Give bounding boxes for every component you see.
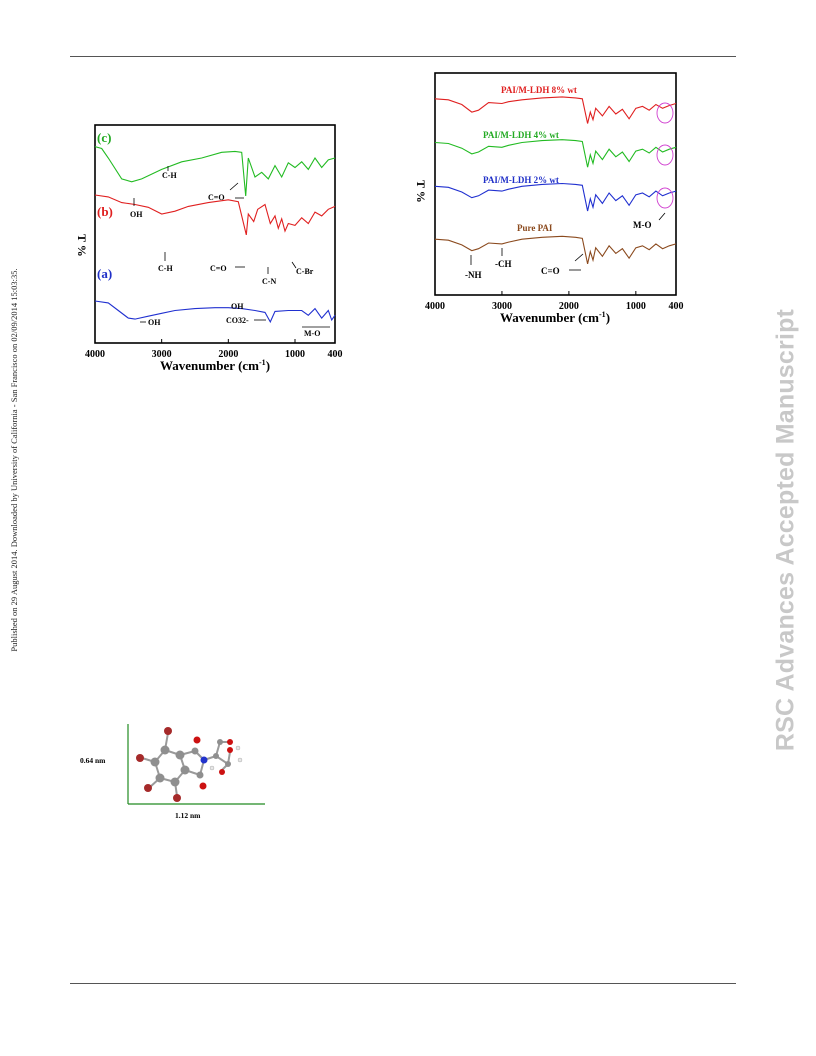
series-line-2 [94, 300, 336, 324]
series-label-4: PAI/M-LDH 4% wt [483, 130, 559, 140]
footer-rule [70, 983, 736, 984]
series-line-1 [434, 139, 677, 168]
molecule-figure: 0.64 nm 1.12 nm [80, 724, 265, 820]
atom-h [237, 757, 243, 763]
annot-co-c: C=O [208, 193, 225, 202]
annot-mo: M-O [633, 220, 652, 230]
annot-co3-a: CO32- [226, 316, 249, 325]
series-label-b: (b) [97, 204, 113, 219]
annot-oh-c: OH [130, 210, 143, 219]
annot-ch: -CH [495, 259, 512, 269]
series-label-pure: Pure PAI [517, 223, 553, 233]
atom-o [227, 747, 233, 753]
atom-h [235, 745, 241, 751]
y-axis-label: T % [415, 180, 428, 203]
atom-c [175, 750, 185, 760]
x-tick-label: 1000 [285, 349, 305, 360]
series-line-3 [434, 235, 677, 265]
series-label-c: (c) [97, 130, 111, 145]
atom-br [144, 784, 152, 792]
atom-o [227, 739, 233, 745]
x-tick-label: 1000 [626, 301, 646, 312]
y-axis-label: T % [78, 234, 89, 257]
series-label-8: PAI/M-LDH 8% wt [501, 85, 577, 95]
atom-o [219, 769, 225, 775]
series-line-0 [434, 96, 677, 124]
ftir-chart-right: 4000 3000 2000 1000 400 T % Wavenumber (cm-1… [415, 72, 684, 325]
atom-c [155, 773, 165, 783]
annot-mo-a: M-O [304, 329, 320, 338]
annot-oh-a-left: OH [148, 318, 161, 327]
series-line-2 [434, 182, 677, 212]
atom-c [196, 771, 204, 779]
annot-nh: -NH [465, 270, 482, 280]
x-tick-label: 400 [669, 301, 684, 312]
header-rule [70, 56, 736, 57]
mo-circle [656, 187, 674, 209]
series-line-0 [94, 146, 336, 197]
x-axis-label: Wavenumber (cm-1) [500, 310, 610, 325]
publication-note: Published on 29 August 2014. Downloaded … [9, 268, 19, 652]
atom-n [200, 756, 208, 764]
annot-co-b: C=O [210, 264, 227, 273]
molecule-height-label: 0.64 nm [80, 756, 106, 765]
annot-cbr-b: C-Br [296, 267, 314, 276]
series-line-1 [94, 194, 336, 236]
journal-watermark: RSC Advances Accepted Manuscript [771, 308, 800, 752]
atom-c [170, 777, 180, 787]
x-axis-label: Wavenumber (cm-1) [160, 358, 270, 373]
plot-frame [434, 72, 677, 296]
ftir-chart-left: 4000 3000 2000 1000 400 T % Wavenumber (cm-1… [78, 124, 343, 373]
atom-br [173, 794, 181, 802]
atom-c [191, 747, 199, 755]
atom-c [225, 761, 231, 767]
mo-circle [656, 144, 674, 166]
x-tick-label: 400 [328, 349, 343, 360]
x-tick-label: 2000 [559, 301, 579, 312]
series-label-a: (a) [97, 266, 112, 281]
annot-co: C=O [541, 266, 560, 276]
x-tick-label: 4000 [425, 301, 445, 312]
atom-br [136, 754, 144, 762]
series-label-2: PAI/M-LDH 2% wt [483, 175, 559, 185]
atom-h [209, 765, 215, 771]
atom-c [160, 745, 170, 755]
atom-c [217, 739, 223, 745]
annot-ch-c: C-H [162, 171, 177, 180]
annot-cn-b: C-N [262, 277, 276, 286]
atom-c [213, 753, 219, 759]
atom-br [164, 727, 172, 735]
x-tick-label: 2000 [218, 349, 238, 360]
molecule-width-label: 1.12 nm [175, 811, 201, 820]
annot-ch-b: C-H [158, 264, 173, 273]
atom-c [150, 757, 160, 767]
x-tick-label: 4000 [85, 349, 105, 360]
annot-oh-a: OH [231, 302, 244, 311]
atom-o [193, 736, 201, 744]
atom-c [180, 765, 190, 775]
plot-frame [94, 124, 336, 344]
mo-circle [656, 102, 674, 124]
x-tick-label: 3000 [152, 349, 172, 360]
x-tick-label: 3000 [492, 301, 512, 312]
atom-o [199, 782, 207, 790]
